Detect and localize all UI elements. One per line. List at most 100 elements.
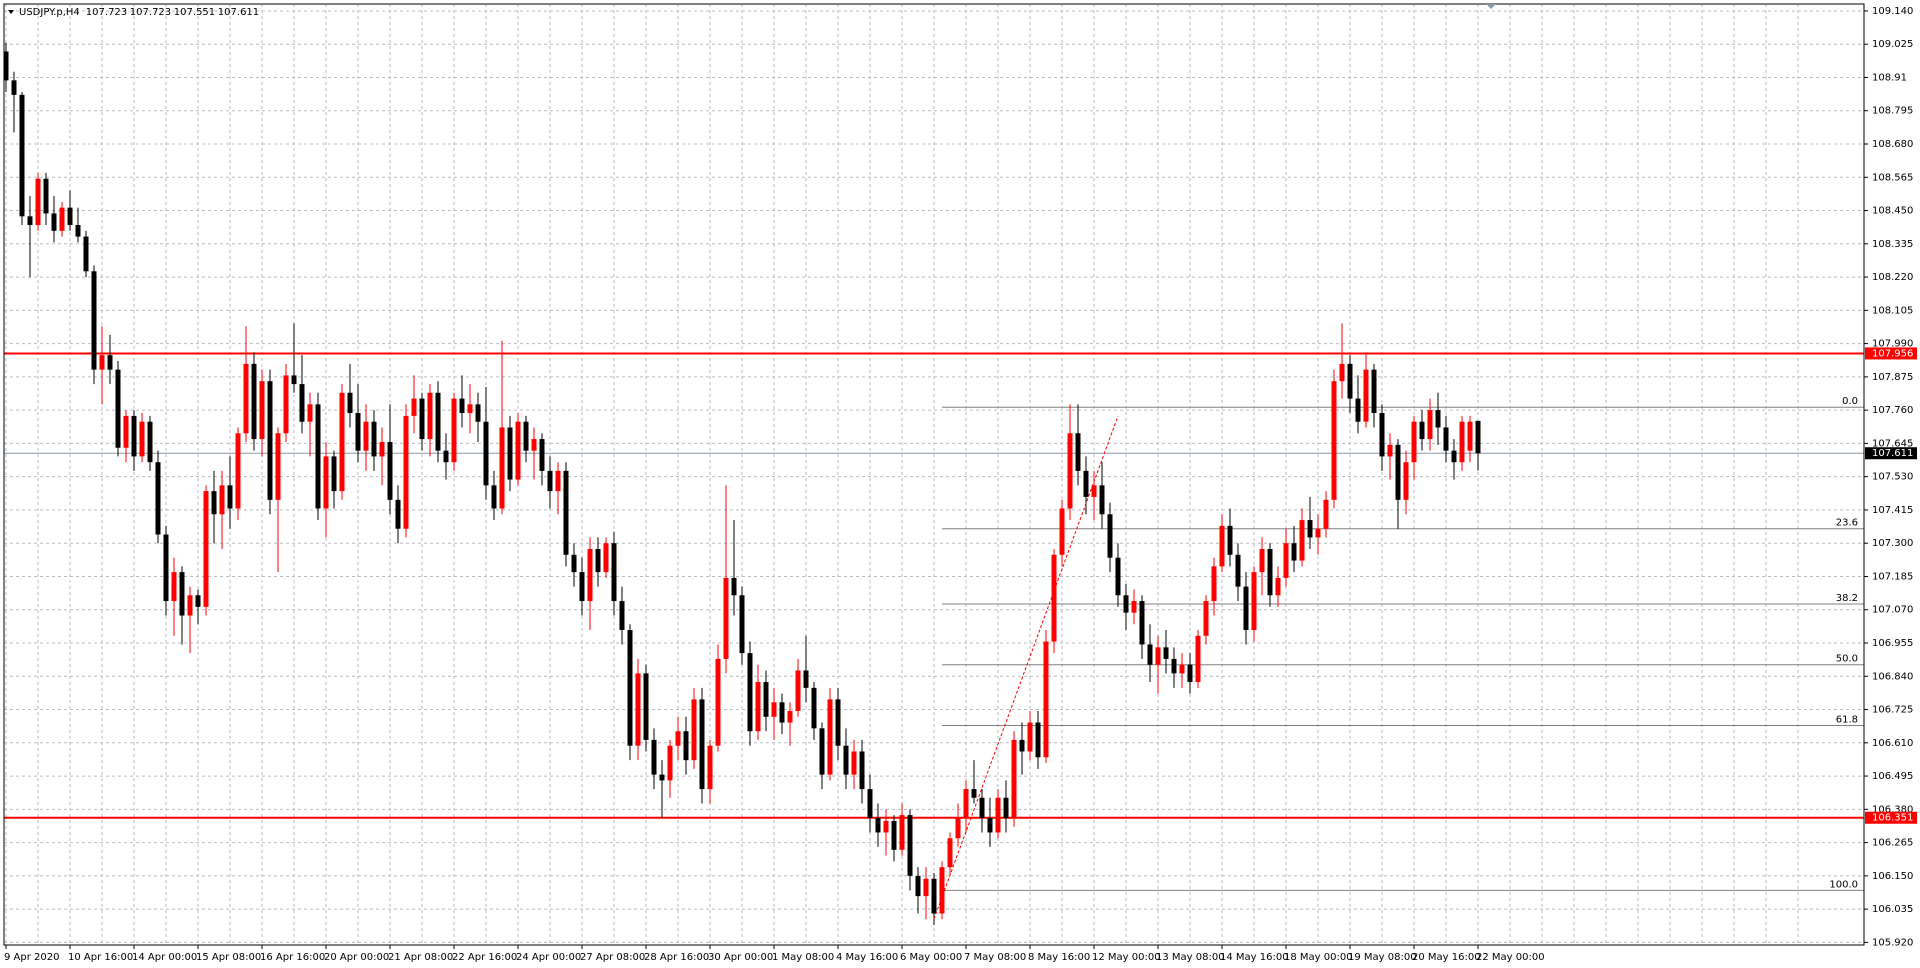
x-tick-label: 15 Apr 08:00	[196, 952, 261, 963]
y-tick-label: 106.035	[1872, 904, 1913, 915]
candle-body	[355, 413, 361, 451]
candle-body	[1259, 548, 1265, 573]
candle-body	[331, 456, 337, 492]
candle-body	[1419, 421, 1425, 440]
candle-body	[299, 384, 305, 422]
y-tick-label: 107.070	[1872, 605, 1913, 616]
candle-body	[1459, 421, 1465, 463]
candle-body	[339, 392, 345, 492]
fibo-label: 100.0	[1829, 879, 1858, 890]
candle-body	[907, 815, 913, 876]
candle-body	[939, 867, 945, 914]
candle-body	[931, 878, 937, 914]
y-tick-label: 106.380	[1872, 804, 1913, 815]
candle-body	[387, 441, 393, 500]
candle-body	[883, 820, 889, 833]
y-tick-label: 109.025	[1872, 39, 1913, 50]
candle-body	[755, 682, 761, 732]
y-tick-label: 108.105	[1872, 305, 1913, 316]
candle-body	[827, 699, 833, 775]
candle-body	[595, 548, 601, 573]
candle-body	[947, 838, 953, 868]
grid	[4, 4, 1864, 945]
candle-body	[67, 207, 73, 226]
candle-body	[115, 369, 121, 448]
candle-body	[131, 415, 137, 457]
candle-body	[1227, 525, 1233, 555]
fibo-label: 0.0	[1842, 396, 1858, 407]
x-tick-label: 14 May 16:00	[1220, 952, 1289, 963]
x-tick-label: 21 Apr 08:00	[388, 952, 453, 963]
candle-body	[163, 534, 169, 602]
candle-body	[1099, 485, 1105, 515]
candle-body	[1387, 444, 1393, 457]
candle-body	[1043, 641, 1049, 758]
candle-body	[747, 653, 753, 732]
candle-body	[323, 456, 329, 509]
candle-body	[811, 687, 817, 729]
candle-body	[715, 658, 721, 746]
x-tick-label: 27 Apr 08:00	[580, 952, 645, 963]
y-tick-label: 106.955	[1872, 638, 1913, 649]
candle-body	[467, 404, 473, 414]
x-tick-label: 4 May 16:00	[836, 952, 898, 963]
candle-body	[1355, 398, 1361, 422]
x-tick-label: 24 Apr 00:00	[516, 952, 581, 963]
candle-body	[283, 375, 289, 434]
fibo-label: 61.8	[1836, 714, 1858, 725]
candle-body	[1027, 722, 1033, 752]
x-tick-label: 8 May 16:00	[1028, 952, 1090, 963]
y-tick-label: 108.335	[1872, 239, 1913, 250]
candle-body	[1179, 664, 1185, 674]
candle-body	[611, 543, 617, 602]
candle-body	[1347, 363, 1353, 399]
candle-body	[147, 421, 153, 463]
candle-body	[667, 745, 673, 781]
candle-body	[275, 433, 281, 500]
candle-body	[99, 355, 105, 370]
header-ohlc: 107.611	[218, 7, 259, 18]
y-tick-label: 105.920	[1872, 937, 1913, 948]
candle-body	[763, 682, 769, 717]
candle-body	[43, 178, 49, 214]
candle-body	[459, 398, 465, 414]
candle-body	[819, 728, 825, 775]
candle-body	[771, 702, 777, 717]
candle-body	[411, 398, 417, 416]
candle-body	[107, 355, 113, 370]
fibo-label: 23.6	[1836, 518, 1858, 529]
candle-body	[619, 601, 625, 630]
candle-body	[1251, 572, 1257, 630]
candle-body	[75, 225, 81, 237]
candle-body	[531, 439, 537, 451]
candle-body	[1107, 514, 1113, 558]
y-tick-label: 106.725	[1872, 705, 1913, 716]
candle-body	[707, 745, 713, 790]
y-tick-label: 106.495	[1872, 771, 1913, 782]
candle-body	[1051, 554, 1057, 642]
candle-body	[779, 702, 785, 723]
candle-body	[443, 450, 449, 463]
y-tick-label: 108.795	[1872, 106, 1913, 117]
candle-body	[1291, 543, 1297, 561]
candle-body	[1307, 520, 1313, 538]
candle-body	[731, 577, 737, 596]
x-tick-label: 22 May 00:00	[1476, 952, 1545, 963]
candle-body	[1003, 797, 1009, 819]
candle-body	[19, 94, 25, 217]
candle-body	[995, 797, 1001, 833]
candle-body	[1211, 566, 1217, 602]
candle-body	[539, 439, 545, 471]
candle-body	[1451, 450, 1457, 463]
candle-body	[1083, 470, 1089, 497]
candle-body	[875, 818, 881, 833]
y-tick-label: 106.150	[1872, 871, 1913, 882]
y-tick-label: 108.565	[1872, 172, 1913, 183]
candle-body	[1363, 369, 1369, 422]
candle-body	[979, 797, 985, 819]
y-tick-label: 109.140	[1872, 6, 1913, 17]
candle-body	[347, 392, 353, 414]
candle-body	[963, 789, 969, 819]
